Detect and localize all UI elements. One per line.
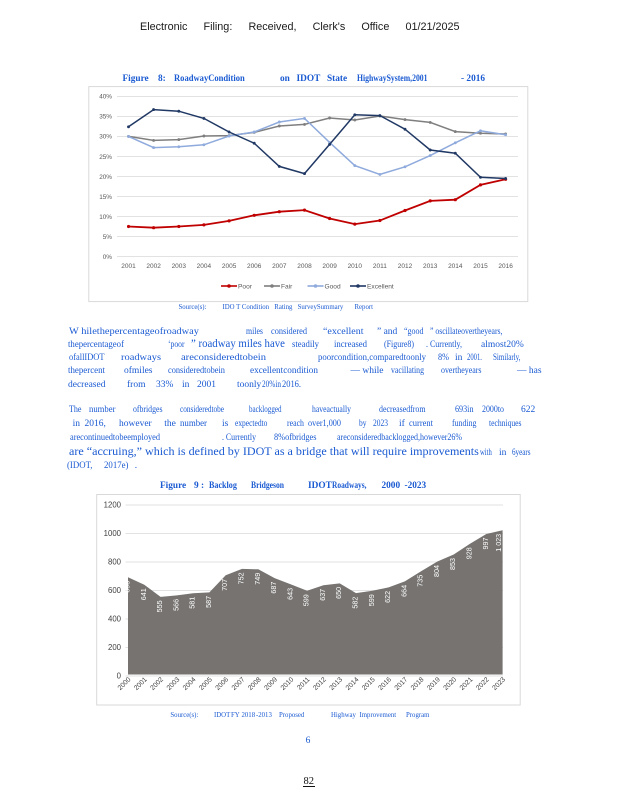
svg-text:15%: 15%: [99, 194, 112, 201]
svg-text:Poor: Poor: [238, 283, 253, 290]
svg-text:5%: 5%: [103, 234, 113, 241]
svg-text:599: 599: [367, 594, 376, 606]
svg-text:2007: 2007: [272, 263, 287, 270]
svg-text:582: 582: [351, 597, 360, 609]
svg-text:Fair: Fair: [281, 283, 293, 290]
svg-text:641: 641: [139, 588, 148, 600]
svg-text:804: 804: [432, 565, 441, 577]
svg-text:2009: 2009: [322, 263, 337, 270]
svg-text:2005: 2005: [222, 263, 237, 270]
svg-text:2003: 2003: [172, 263, 187, 270]
svg-text:200: 200: [108, 643, 122, 652]
svg-text:800: 800: [108, 558, 122, 567]
svg-text:566: 566: [171, 599, 180, 611]
svg-text:2010: 2010: [348, 263, 363, 270]
svg-text:2015: 2015: [473, 263, 488, 270]
svg-text:622: 622: [383, 591, 392, 603]
svg-text:2001: 2001: [121, 263, 136, 270]
svg-text:587: 587: [204, 596, 213, 608]
svg-text:1 023: 1 023: [494, 534, 503, 552]
svg-text:25%: 25%: [99, 154, 112, 161]
svg-text:2012: 2012: [398, 263, 413, 270]
svg-text:581: 581: [188, 597, 197, 609]
svg-text:0: 0: [117, 672, 122, 681]
svg-text:2006: 2006: [247, 263, 262, 270]
svg-text:555: 555: [155, 600, 164, 612]
svg-text:35%: 35%: [99, 114, 112, 121]
svg-text:Excellent: Excellent: [367, 283, 394, 290]
svg-text:735: 735: [416, 575, 425, 587]
svg-text:1000: 1000: [104, 529, 122, 538]
svg-text:599: 599: [302, 594, 311, 606]
svg-text:0%: 0%: [103, 254, 113, 261]
svg-text:687: 687: [269, 582, 278, 594]
svg-text:2002: 2002: [146, 263, 161, 270]
svg-text:2011: 2011: [373, 263, 387, 270]
svg-text:707: 707: [220, 579, 229, 591]
svg-text:997: 997: [481, 538, 490, 550]
svg-text:664: 664: [399, 585, 408, 597]
svg-text:637: 637: [318, 589, 327, 601]
svg-text:2014: 2014: [448, 263, 463, 270]
svg-text:752: 752: [237, 572, 246, 584]
svg-text:400: 400: [108, 615, 122, 624]
svg-text:10%: 10%: [99, 214, 112, 221]
svg-text:600: 600: [108, 586, 122, 595]
svg-text:643: 643: [285, 588, 294, 600]
svg-text:650: 650: [334, 587, 343, 599]
svg-text:40%: 40%: [99, 94, 112, 101]
svg-text:928: 928: [465, 547, 474, 559]
svg-text:2008: 2008: [297, 263, 312, 270]
svg-text:20%: 20%: [99, 174, 112, 181]
svg-text:2004: 2004: [197, 263, 212, 270]
svg-text:2013: 2013: [423, 263, 438, 270]
svg-text:30%: 30%: [99, 134, 112, 141]
svg-text:Good: Good: [325, 283, 341, 290]
svg-text:853: 853: [448, 558, 457, 570]
svg-text:749: 749: [253, 573, 262, 585]
svg-text:1200: 1200: [104, 501, 122, 510]
svg-text:693: 693: [123, 581, 132, 593]
svg-text:2016: 2016: [498, 263, 513, 270]
